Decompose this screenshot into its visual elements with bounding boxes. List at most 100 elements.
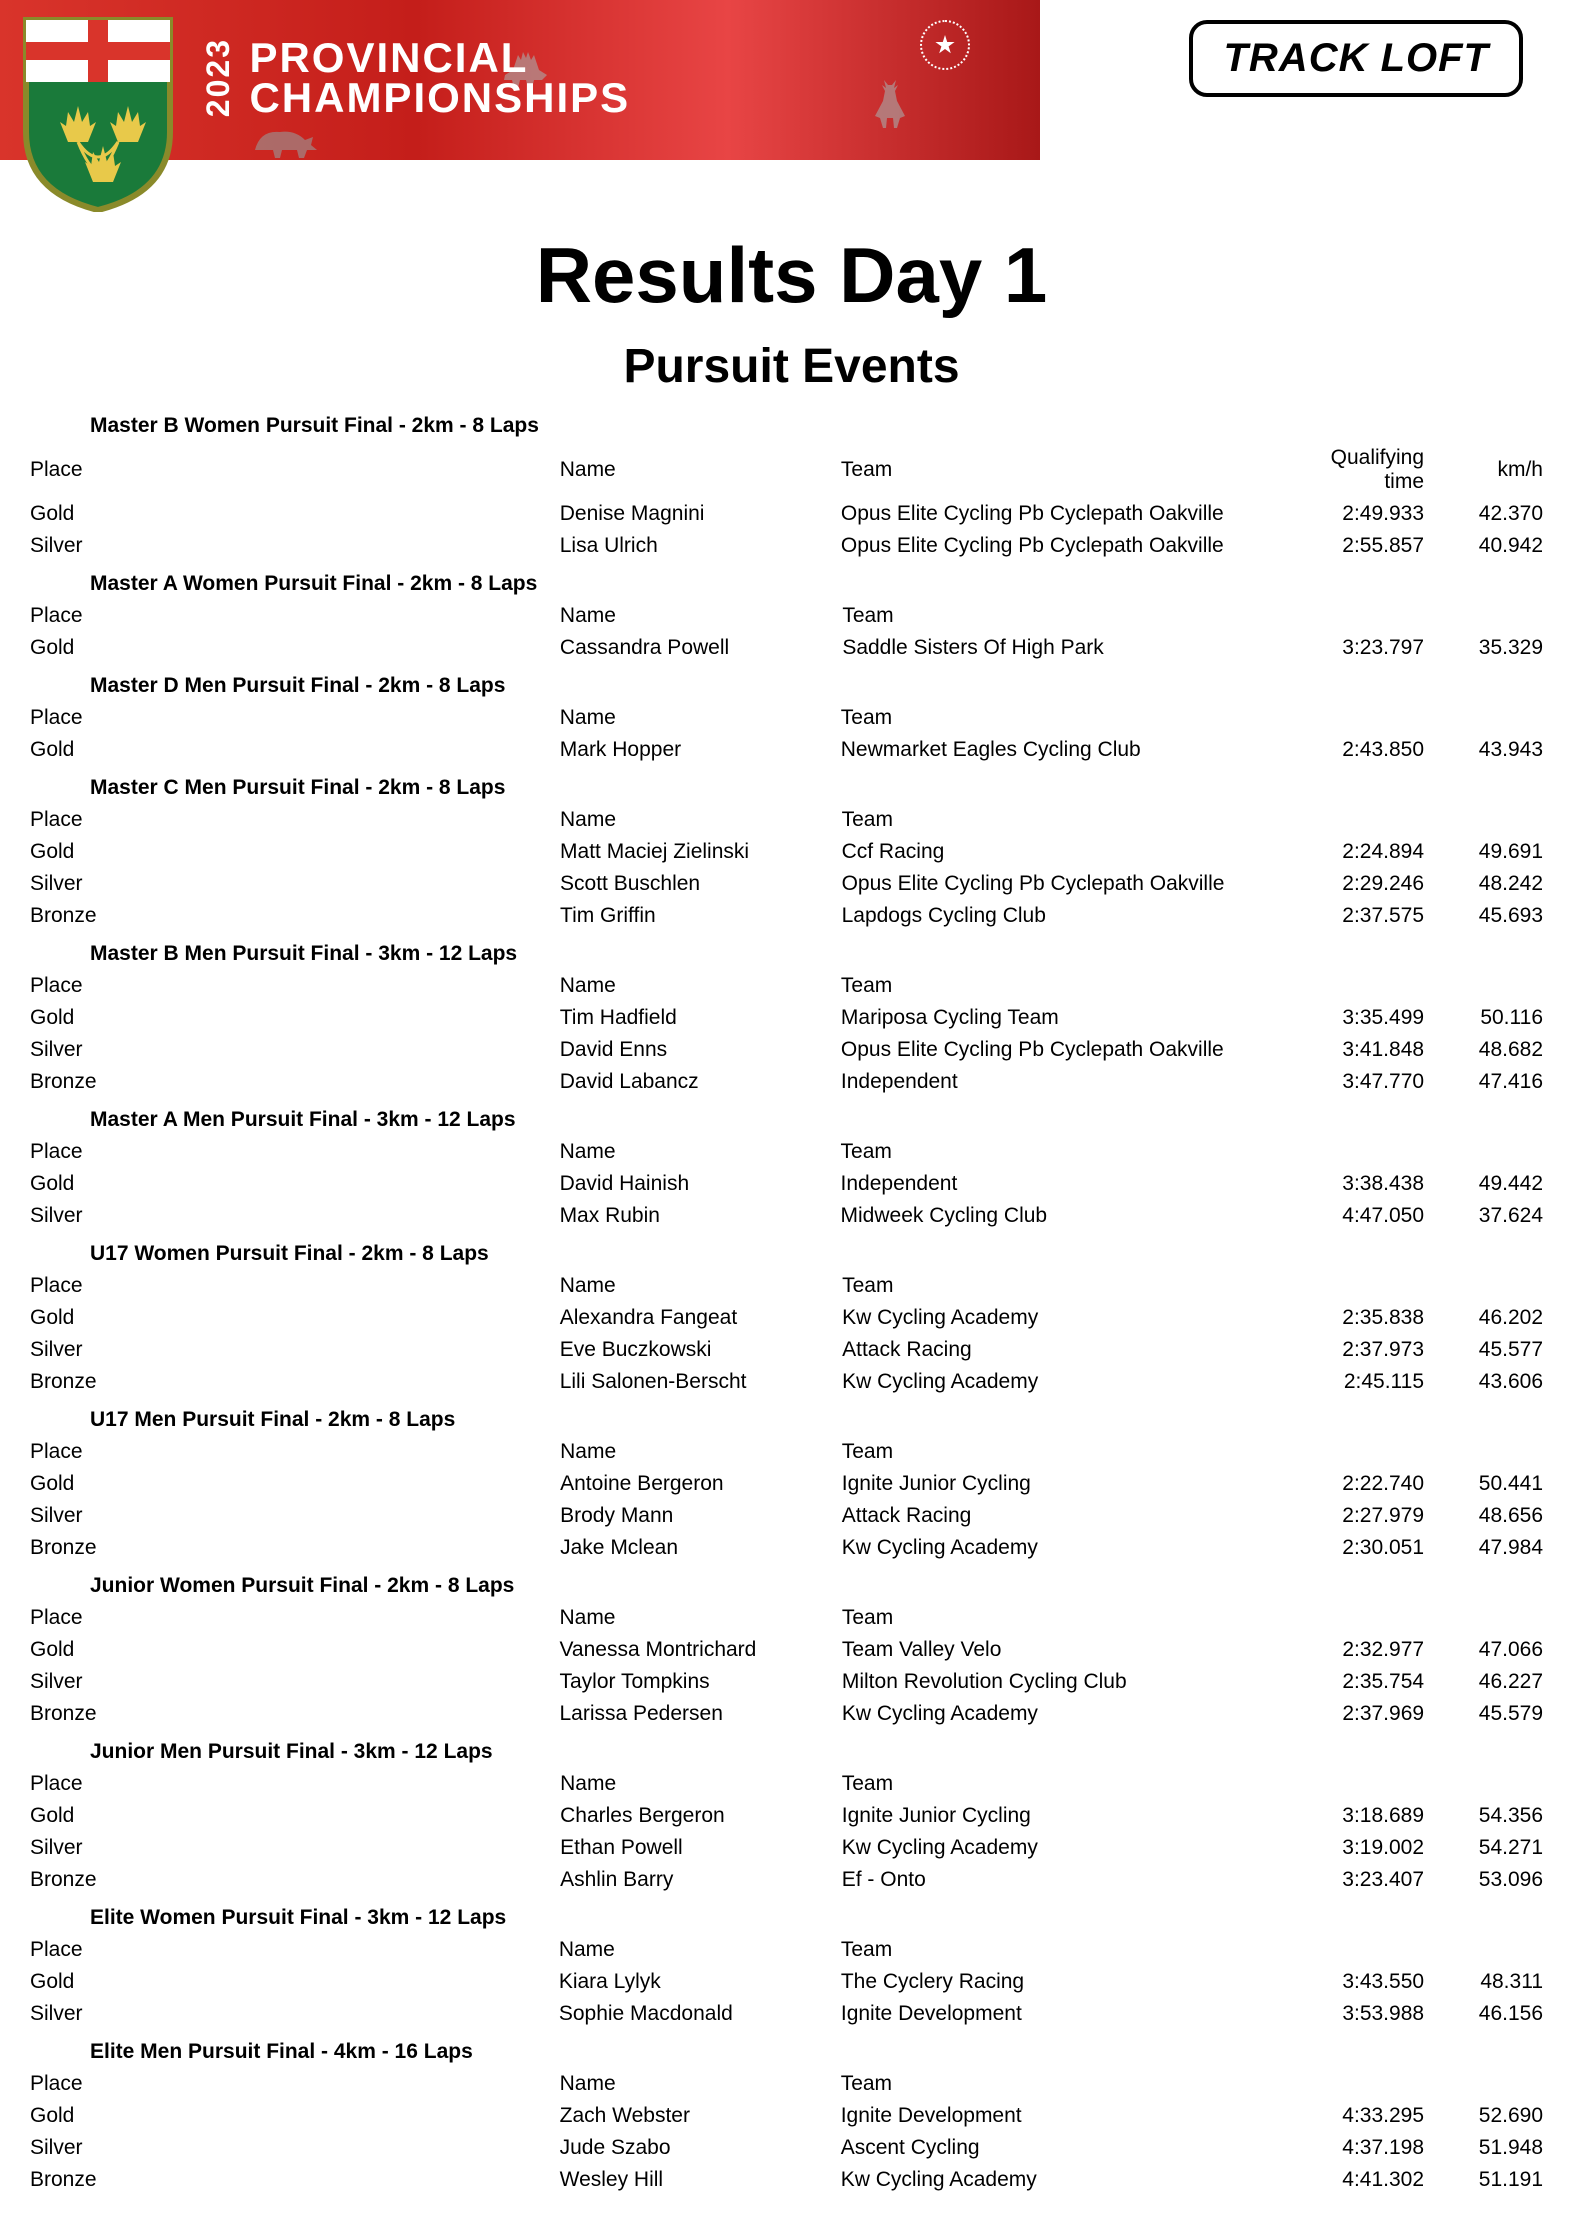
cell-place: Gold (20, 498, 560, 530)
results-table: PlaceNameTeamGoldZach WebsterIgnite Deve… (20, 2068, 1563, 2196)
cell-qt: 2:43.850 (1286, 734, 1454, 766)
table-header-row: PlaceNameTeam (20, 804, 1563, 836)
cell-team: Newmarket Eagles Cycling Club (841, 734, 1287, 766)
cell-kmh: 40.942 (1454, 530, 1563, 562)
cell-team: Midweek Cycling Club (841, 1200, 1287, 1232)
banner-year: 2023 (200, 38, 237, 117)
banner-title: 2023 PROVINCIAL CHAMPIONSHIPS (200, 38, 630, 118)
table-row: BronzeWesley HillKw Cycling Academy4:41.… (20, 2164, 1563, 2196)
cell-kmh: 46.227 (1454, 1666, 1563, 1698)
cell-kmh: 45.577 (1454, 1334, 1563, 1366)
cell-kmh: 52.690 (1454, 2100, 1563, 2132)
col-qt-header (1286, 1136, 1454, 1168)
cell-team: Ccf Racing (842, 836, 1287, 868)
cell-qt: 2:45.115 (1286, 1366, 1454, 1398)
cell-place: Gold (20, 1468, 560, 1500)
cell-name: Wesley Hill (560, 2164, 841, 2196)
table-row: GoldMark HopperNewmarket Eagles Cycling … (20, 734, 1563, 766)
table-row: GoldZach WebsterIgnite Development4:33.2… (20, 2100, 1563, 2132)
cell-place: Gold (20, 632, 560, 664)
table-row: GoldAntoine BergeronIgnite Junior Cyclin… (20, 1468, 1563, 1500)
event-title: Master A Men Pursuit Final - 3km - 12 La… (20, 1098, 1563, 1136)
event-title: Junior Men Pursuit Final - 3km - 12 Laps (20, 1730, 1563, 1768)
cell-qt: 2:30.051 (1286, 1532, 1454, 1564)
cell-kmh: 47.416 (1454, 1066, 1563, 1098)
header-banner: 2023 PROVINCIAL CHAMPIONSHIPS TRACK LOFT (0, 0, 1583, 220)
cell-kmh: 46.202 (1454, 1302, 1563, 1334)
cell-team: Attack Racing (842, 1334, 1286, 1366)
cell-team: Kw Cycling Academy (842, 1532, 1287, 1564)
results-content: Master B Women Pursuit Final - 2km - 8 L… (0, 404, 1583, 2236)
col-place-header: Place (20, 702, 560, 734)
cell-name: Brody Mann (560, 1500, 842, 1532)
cell-qt: 2:27.979 (1286, 1500, 1454, 1532)
cell-kmh: 48.311 (1454, 1966, 1563, 1998)
col-qt-header (1286, 600, 1454, 632)
cell-kmh: 37.624 (1454, 1200, 1563, 1232)
cell-place: Gold (20, 1966, 559, 1998)
col-qt-header (1287, 970, 1455, 1002)
cell-place: Bronze (20, 1066, 560, 1098)
cell-team: Kw Cycling Academy (842, 1832, 1287, 1864)
results-table: PlaceNameTeamGoldMatt Maciej ZielinskiCc… (20, 804, 1563, 932)
col-team-header: Team (841, 2068, 1287, 2100)
col-team-header: Team (842, 804, 1287, 836)
col-place-header: Place (20, 1934, 559, 1966)
cell-kmh: 43.606 (1454, 1366, 1563, 1398)
col-name-header: Name (560, 1270, 842, 1302)
cell-name: Charles Bergeron (560, 1800, 842, 1832)
cell-name: Jake Mclean (560, 1532, 842, 1564)
cell-team: Mariposa Cycling Team (841, 1002, 1287, 1034)
cell-kmh: 47.066 (1454, 1634, 1563, 1666)
cell-qt: 2:22.740 (1286, 1468, 1454, 1500)
table-row: SilverScott BuschlenOpus Elite Cycling P… (20, 868, 1563, 900)
col-name-header: Name (560, 804, 842, 836)
cell-team: Team Valley Velo (842, 1634, 1287, 1666)
sponsor-logo: TRACK LOFT (1189, 20, 1523, 97)
table-row: GoldMatt Maciej ZielinskiCcf Racing2:24.… (20, 836, 1563, 868)
cell-qt: 3:35.499 (1287, 1002, 1455, 1034)
cell-qt: 4:33.295 (1287, 2100, 1455, 2132)
event-title: Master C Men Pursuit Final - 2km - 8 Lap… (20, 766, 1563, 804)
cell-name: Denise Magnini (560, 498, 841, 530)
cell-qt: 2:55.857 (1286, 530, 1454, 562)
cell-team: Independent (841, 1168, 1287, 1200)
cell-place: Gold (20, 836, 560, 868)
col-qt-header (1286, 1270, 1454, 1302)
cell-kmh: 53.096 (1454, 1864, 1563, 1896)
col-place-header: Place (20, 1602, 559, 1634)
table-row: SilverTaylor TompkinsMilton Revolution C… (20, 1666, 1563, 1698)
event-title: Master B Women Pursuit Final - 2km - 8 L… (20, 404, 1563, 442)
event-title: Junior Women Pursuit Final - 2km - 8 Lap… (20, 1564, 1563, 1602)
table-header-row: PlaceNameTeam (20, 1934, 1563, 1966)
cell-qt: 2:37.969 (1287, 1698, 1455, 1730)
cell-kmh: 49.691 (1454, 836, 1563, 868)
col-place-header: Place (20, 1270, 560, 1302)
col-place-header: Place (20, 2068, 560, 2100)
cell-kmh: 42.370 (1454, 498, 1563, 530)
cell-name: Zach Webster (560, 2100, 841, 2132)
cell-team: Independent (841, 1066, 1287, 1098)
cell-kmh: 45.693 (1454, 900, 1563, 932)
event-title: U17 Men Pursuit Final - 2km - 8 Laps (20, 1398, 1563, 1436)
results-table: PlaceNameTeamGoldAntoine BergeronIgnite … (20, 1436, 1563, 1564)
event-title: U17 Women Pursuit Final - 2km - 8 Laps (20, 1232, 1563, 1270)
ontario-cycling-badge-icon (920, 20, 970, 70)
table-header-row: PlaceNameTeam (20, 970, 1563, 1002)
cell-team: Ef - Onto (842, 1864, 1287, 1896)
col-qt-header (1286, 1768, 1454, 1800)
cell-qt: 3:47.770 (1287, 1066, 1455, 1098)
table-row: GoldKiara LylykThe Cyclery Racing3:43.55… (20, 1966, 1563, 1998)
col-name-header: Name (560, 970, 841, 1002)
cell-team: Milton Revolution Cycling Club (842, 1666, 1287, 1698)
col-qt-header (1286, 702, 1454, 734)
cell-qt: 3:23.797 (1286, 632, 1454, 664)
table-row: SilverBrody MannAttack Racing2:27.97948.… (20, 1500, 1563, 1532)
cell-team: Attack Racing (842, 1500, 1287, 1532)
cell-place: Bronze (20, 1366, 560, 1398)
col-kmh-header (1454, 1934, 1563, 1966)
col-place-header: Place (20, 1136, 560, 1168)
ontario-shield-icon (18, 12, 178, 212)
table-row: BronzeLarissa PedersenKw Cycling Academy… (20, 1698, 1563, 1730)
cell-qt: 2:49.933 (1286, 498, 1454, 530)
